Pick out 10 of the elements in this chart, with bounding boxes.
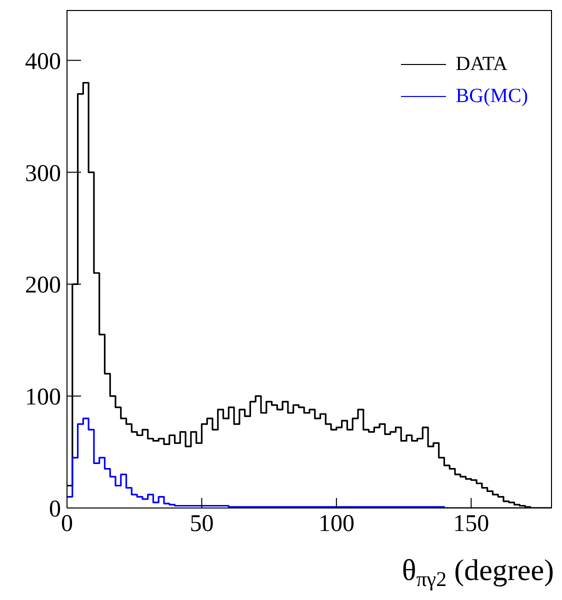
x-tick-label: 100 <box>318 511 354 538</box>
legend-label: BG(MC) <box>454 84 528 109</box>
y-tick-label: 400 <box>25 48 61 75</box>
y-tick-label: 300 <box>25 160 61 187</box>
x-tick-label: 50 <box>190 511 214 538</box>
y-tick-label: 200 <box>25 272 61 299</box>
x-axis-title: θ$_{πγ2}$ (degree) <box>402 554 554 592</box>
legend-label: DATA <box>454 52 508 77</box>
x-tick-label: 150 <box>453 511 490 538</box>
y-tick-label: 100 <box>25 384 61 411</box>
